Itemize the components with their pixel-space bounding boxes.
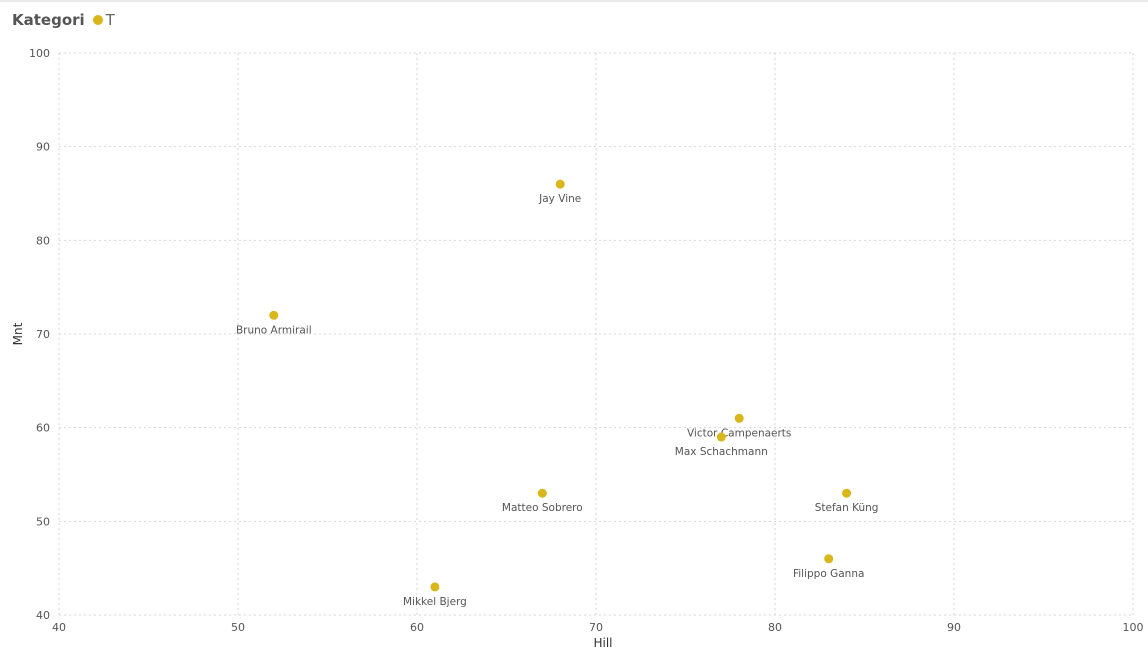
data-point[interactable]: [716, 432, 726, 442]
y-tick-label: 40: [36, 609, 50, 622]
x-axis-ticks: 40 50 60 70 80 90 100: [52, 621, 1144, 634]
y-axis-ticks: 40 50 60 70 80 90 100: [29, 47, 50, 622]
data-point-label: Bruno Armirail: [236, 324, 312, 336]
data-point[interactable]: [430, 582, 440, 592]
x-tick-label: 60: [410, 621, 424, 634]
legend: Kategori T: [12, 9, 115, 31]
y-tick-label: 70: [36, 328, 50, 341]
data-point[interactable]: [842, 488, 852, 498]
legend-item-label: T: [105, 11, 115, 29]
data-point-label: Max Schachmann: [675, 446, 768, 458]
top-border: [0, 0, 1148, 2]
data-point-label: Stefan Küng: [815, 502, 879, 514]
data-point[interactable]: [555, 179, 565, 189]
data-point-label: Mikkel Bjerg: [403, 596, 467, 608]
y-axis-title: Mnt: [11, 322, 25, 345]
x-tick-label: 100: [1123, 621, 1144, 634]
y-tick-label: 90: [36, 141, 50, 154]
data-point[interactable]: [537, 488, 547, 498]
y-tick-label: 100: [29, 47, 50, 60]
data-point-label: Victor Campenaerts: [687, 427, 791, 439]
x-tick-label: 80: [768, 621, 782, 634]
grid-lines: [58, 52, 1134, 616]
legend-dot-icon: [92, 15, 103, 25]
legend-title: Kategori: [12, 11, 85, 29]
y-tick-label: 60: [36, 422, 50, 435]
x-tick-label: 50: [231, 621, 245, 634]
data-points: Jay Vine Bruno Armirail Victor Campenaerts…: [236, 179, 879, 608]
data-point-label: Matteo Sobrero: [502, 502, 583, 514]
data-point[interactable]: [734, 413, 744, 423]
y-tick-label: 50: [36, 515, 50, 528]
data-point-label: Filippo Ganna: [793, 568, 864, 580]
x-tick-label: 40: [52, 621, 66, 634]
x-tick-label: 90: [947, 621, 961, 634]
data-point[interactable]: [269, 310, 279, 320]
x-axis-title: Hill: [593, 636, 612, 650]
y-tick-label: 80: [36, 234, 50, 247]
data-point-label: Jay Vine: [538, 193, 581, 205]
data-point[interactable]: [824, 554, 834, 564]
x-tick-label: 70: [589, 621, 603, 634]
legend-item-t[interactable]: T: [92, 11, 115, 29]
